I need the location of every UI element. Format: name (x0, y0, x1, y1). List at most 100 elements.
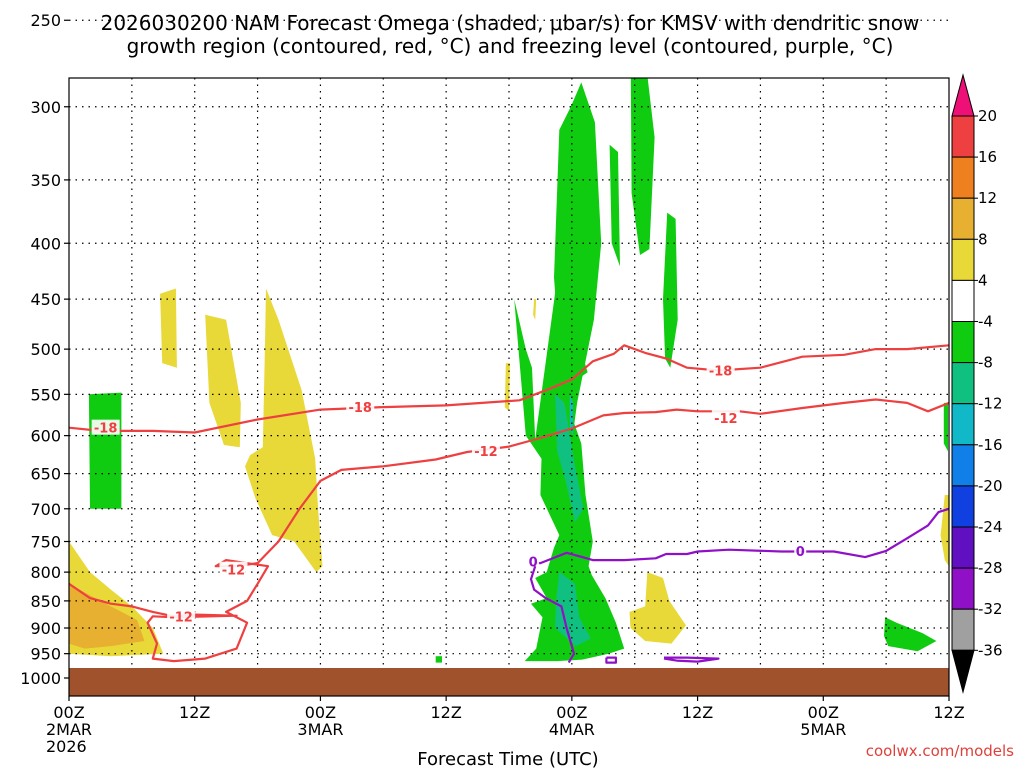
plot-frame (68, 77, 950, 697)
omega-positive-region (69, 583, 145, 649)
x-tick-date: 5MAR (800, 720, 846, 739)
colorbar-tick-label: -36 (978, 641, 1003, 659)
omega-negative-region (663, 212, 678, 368)
contour-label-bg (706, 362, 735, 378)
chart-title-line1: 2026030200 NAM Forecast Omega (shaded, μ… (101, 11, 920, 35)
colorbar-tick-label: -16 (978, 436, 1003, 454)
omega-positive-region (629, 572, 686, 644)
colorbar-tick-label: -4 (978, 313, 993, 331)
x-tick-date: 3MAR (297, 720, 343, 739)
y-axis: 250 300 350 400 450 500 550 600 650 700 750 800 850 9… (20, 11, 69, 688)
contour-line (69, 344, 949, 434)
contour-label: -12 (474, 445, 498, 460)
contour-label: 0 (796, 545, 805, 560)
x-tick-label: 12Z (682, 703, 713, 722)
y-tick-label: 350 (30, 171, 61, 190)
contour-line (605, 656, 618, 664)
colorbar-segment (951, 362, 975, 405)
omega-negative-region (88, 392, 122, 509)
omega-negative-region (884, 617, 937, 652)
colorbar-tick-label: -28 (978, 559, 1003, 577)
colorbar-segment (951, 197, 975, 240)
contour-label-bg (346, 399, 375, 415)
colorbar-tick-label: 16 (978, 148, 997, 166)
y-tick-label: 750 (30, 533, 61, 552)
colorbar-segment (951, 444, 975, 487)
y-tick-label: 250 (30, 11, 61, 30)
y-tick-label: 850 (30, 592, 61, 611)
omega-positive-region (533, 299, 537, 320)
grid (69, 19, 949, 696)
x-tick-date: 4MAR (549, 720, 595, 739)
contour-label: -12 (169, 610, 193, 625)
contour-line (663, 656, 720, 663)
contour-label-bg (167, 608, 196, 624)
colorbar-segment (951, 608, 975, 651)
y-tick-label: 650 (30, 465, 61, 484)
omega-positive-region (940, 495, 949, 567)
colorbar-tick-label: 20 (978, 107, 997, 125)
omega-negative-region (943, 402, 948, 452)
y-tick-label: 700 (30, 500, 61, 519)
contour-label-bg (527, 553, 540, 569)
x-tick-label: 12Z (933, 703, 964, 722)
x-tick-label: 00Z (305, 703, 336, 722)
omega-positive-region (504, 363, 510, 412)
omega-negative-region (630, 78, 655, 255)
y-tick-label: 800 (30, 563, 61, 582)
colorbar-segment (951, 321, 975, 364)
omega-negative-region (609, 144, 620, 267)
omega-positive-region (205, 314, 241, 448)
y-tick-label: 900 (30, 619, 61, 638)
colorbar-segment (951, 115, 975, 158)
colorbar-segment (951, 279, 975, 322)
x-tick-label: 00Z (53, 703, 84, 722)
contour-line (529, 565, 576, 664)
y-tick-label: 300 (30, 98, 61, 117)
colorbar: 20 16 12 8 4 -4 -8 -12 -16 -20 -24 -28 -32 -36 (951, 73, 1003, 694)
y-tick-label: 400 (30, 234, 61, 253)
omega-negative-region (555, 394, 584, 523)
contour-label-bg (91, 419, 120, 435)
contour-label: -18 (94, 422, 118, 437)
contour-label: -12 (714, 412, 738, 427)
colorbar-tick-label: -12 (978, 395, 1003, 413)
x-tick-date: 2MAR (46, 720, 92, 739)
temperature-contours: -18 -18 -18 -12 -12 -12 -12 0 0 (69, 344, 949, 664)
omega-positive-region (160, 288, 177, 368)
colorbar-segment (951, 238, 975, 281)
contour-label-bg (711, 409, 740, 425)
x-tick-label: 12Z (179, 703, 210, 722)
y-tick-label: 600 (30, 427, 61, 446)
credit-text: coolwx.com/models (866, 742, 1014, 760)
colorbar-tick-label: -24 (978, 518, 1003, 536)
y-tick-label: 450 (30, 290, 61, 309)
colorbar-tick-label: -20 (978, 477, 1003, 495)
omega-shading (69, 78, 949, 663)
contour-label: -18 (709, 364, 733, 379)
x-tick-label: 12Z (430, 703, 461, 722)
colorbar-segment (951, 403, 975, 446)
colorbar-segment (951, 156, 975, 199)
contour-label-bg (471, 443, 500, 459)
omega-negative-region (569, 394, 573, 436)
plot-area: -18 -18 -18 -12 -12 -12 -12 0 0 (68, 19, 950, 697)
colorbar-tick-label: 4 (978, 271, 988, 289)
ground-layer (69, 668, 949, 696)
colorbar-segment (951, 567, 975, 610)
contour-label-bg (219, 561, 248, 577)
x-tick-year: 2026 (46, 737, 87, 756)
omega-positive-region (245, 288, 323, 573)
chart-title-line2: growth region (contoured, red, °C) and f… (127, 34, 894, 58)
y-tick-label: 550 (30, 385, 61, 404)
contour-label: 0 (529, 555, 538, 570)
contour-label-bg (794, 542, 807, 558)
y-tick-label: 500 (30, 340, 61, 359)
x-axis-label: Forecast Time (UTC) (417, 749, 598, 768)
colorbar-tick-label: -8 (978, 354, 993, 372)
colorbar-tick-label: -32 (978, 600, 1003, 618)
x-tick-label: 00Z (556, 703, 587, 722)
